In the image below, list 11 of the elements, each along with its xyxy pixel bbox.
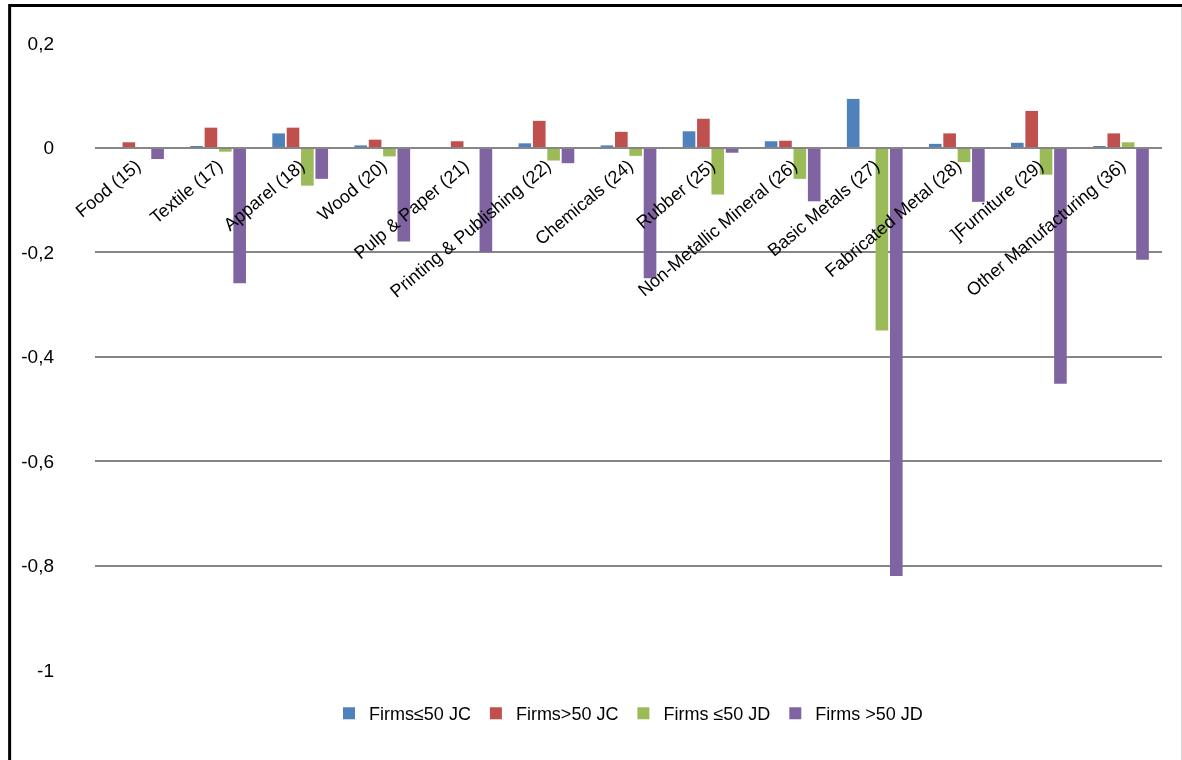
y-tick-label: -0,6 <box>21 450 54 472</box>
legend-label: Firms >50 JD <box>815 704 923 725</box>
legend-label: Firms>50 JC <box>515 704 619 725</box>
y-tick-label: -0,2 <box>21 241 54 263</box>
y-tick-label: 0,2 <box>27 32 54 54</box>
y-tick-label: 0 <box>43 137 54 159</box>
y-tick-label: -1 <box>37 659 54 681</box>
legend-label: Firms ≤50 JD <box>663 704 771 725</box>
y-tick-label: -0,8 <box>21 555 54 577</box>
legend-label: Firms≤50 JC <box>369 704 471 725</box>
y-tick-label: -0,4 <box>21 346 55 368</box>
